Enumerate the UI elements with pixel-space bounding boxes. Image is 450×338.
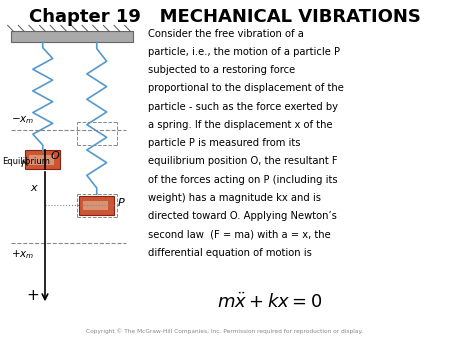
FancyBboxPatch shape (25, 150, 60, 169)
Text: Equilibrium: Equilibrium (2, 157, 50, 166)
Text: x: x (30, 183, 37, 193)
Text: equilibrium position O, the resultant F: equilibrium position O, the resultant F (148, 156, 338, 167)
Text: Chapter 19   MECHANICAL VIBRATIONS: Chapter 19 MECHANICAL VIBRATIONS (29, 8, 421, 26)
Text: +: + (26, 288, 39, 303)
FancyBboxPatch shape (83, 201, 108, 210)
Text: differential equation of motion is: differential equation of motion is (148, 248, 312, 258)
Text: weight) has a magnitude kx and is: weight) has a magnitude kx and is (148, 193, 321, 203)
Text: $-x_m$: $-x_m$ (11, 114, 34, 126)
Text: proportional to the displacement of the: proportional to the displacement of the (148, 83, 344, 94)
Text: second law  (F = ma) with a = x, the: second law (F = ma) with a = x, the (148, 230, 331, 240)
Text: Consider the free vibration of a: Consider the free vibration of a (148, 29, 304, 39)
Text: O: O (51, 151, 59, 161)
FancyBboxPatch shape (11, 31, 133, 42)
FancyBboxPatch shape (79, 196, 114, 215)
Text: of the forces acting on P (including its: of the forces acting on P (including its (148, 175, 338, 185)
Text: particle, i.e., the motion of a particle P: particle, i.e., the motion of a particle… (148, 47, 341, 57)
Text: a spring. If the displacement x of the: a spring. If the displacement x of the (148, 120, 333, 130)
Text: $+x_m$: $+x_m$ (11, 248, 34, 261)
Text: particle - such as the force exerted by: particle - such as the force exerted by (148, 102, 338, 112)
Text: Copyright © The McGraw-Hill Companies, Inc. Permission required for reproduction: Copyright © The McGraw-Hill Companies, I… (86, 328, 364, 334)
Text: P: P (118, 198, 125, 209)
FancyBboxPatch shape (29, 155, 54, 165)
Text: particle P is measured from its: particle P is measured from its (148, 138, 301, 148)
Text: $m\ddot{x} + kx = 0$: $m\ddot{x} + kx = 0$ (217, 293, 323, 312)
Text: directed toward O. Applying Newton’s: directed toward O. Applying Newton’s (148, 211, 338, 221)
Text: subjected to a restoring force: subjected to a restoring force (148, 65, 296, 75)
